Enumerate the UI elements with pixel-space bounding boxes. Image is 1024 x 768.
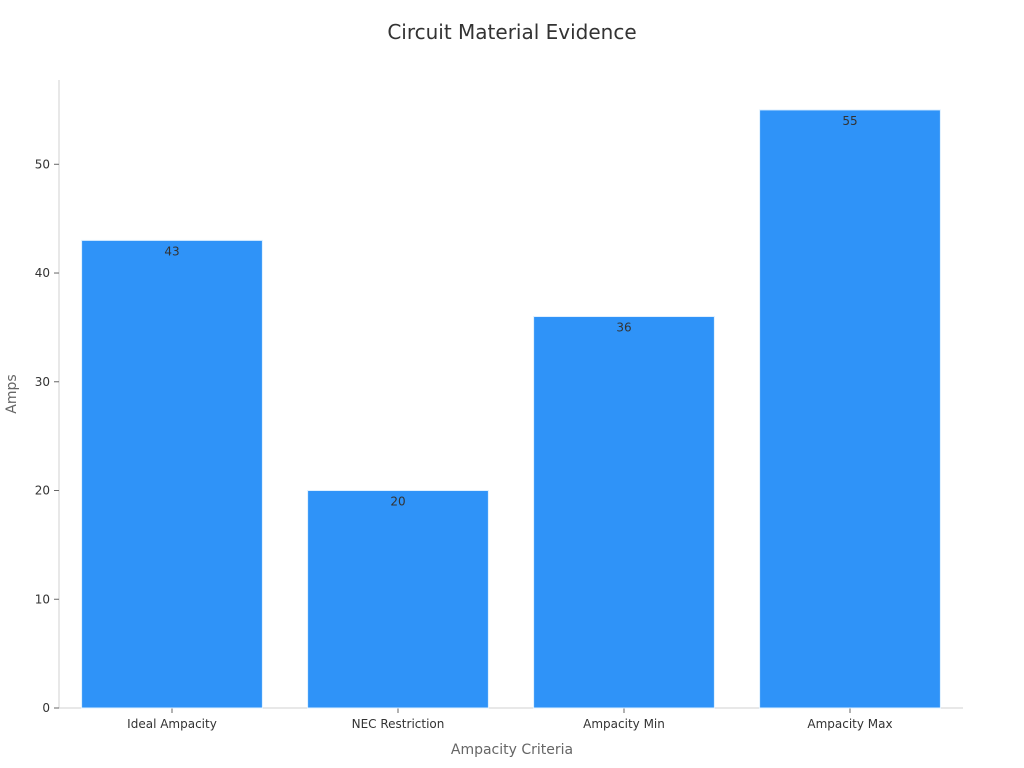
bar-3-value-label: 36 (616, 321, 631, 335)
y-tick-label: 10 (35, 592, 50, 606)
bar-1 (81, 239, 263, 709)
labels-layer: 43 Ideal Ampacity 20 NEC Restriction 36 Ampac… (127, 114, 892, 731)
x-tick-label-4: Ampacity Max (807, 717, 892, 731)
x-axis-title: Ampacity Criteria (450, 742, 574, 758)
y-tick-label: 40 (35, 266, 50, 280)
y-tick-label: 20 (35, 484, 50, 498)
bar-4-value-label: 55 (842, 114, 857, 128)
bar-2 (307, 490, 489, 709)
bar-1-value-label: 43 (164, 244, 179, 258)
chart-title: Circuit Material Evidence (387, 20, 637, 44)
bar-4 (759, 109, 941, 709)
y-axis-title: Amps (4, 374, 20, 414)
x-tick-label-1: Ideal Ampacity (127, 717, 217, 731)
x-tick-label-3: Ampacity Min (583, 717, 665, 731)
y-tick-label: 50 (35, 157, 50, 171)
bar-2-value-label: 20 (390, 495, 405, 509)
y-tick-label: 30 (35, 375, 50, 389)
bar-3 (533, 316, 715, 709)
bars-layer (81, 109, 941, 709)
y-tick-label: 0 (42, 701, 50, 715)
x-tick-label-2: NEC Restriction (352, 717, 445, 731)
